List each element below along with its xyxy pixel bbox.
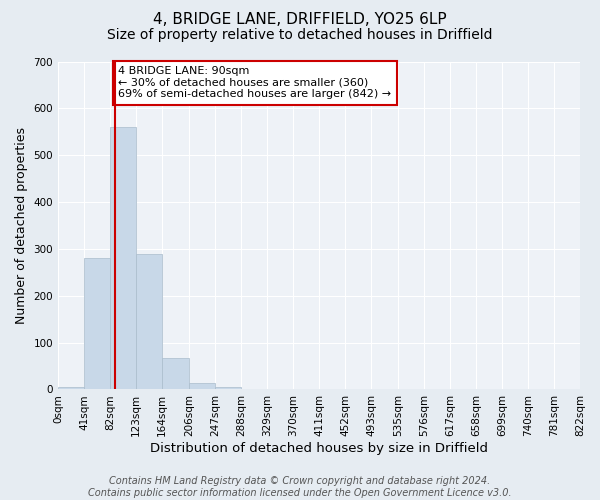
Text: 4, BRIDGE LANE, DRIFFIELD, YO25 6LP: 4, BRIDGE LANE, DRIFFIELD, YO25 6LP	[153, 12, 447, 28]
Bar	[58, 387, 84, 390]
Bar	[136, 254, 162, 390]
Text: Contains HM Land Registry data © Crown copyright and database right 2024.
Contai: Contains HM Land Registry data © Crown c…	[88, 476, 512, 498]
Bar	[189, 383, 215, 390]
Y-axis label: Number of detached properties: Number of detached properties	[15, 127, 28, 324]
Bar	[215, 386, 241, 390]
Text: 4 BRIDGE LANE: 90sqm
← 30% of detached houses are smaller (360)
69% of semi-deta: 4 BRIDGE LANE: 90sqm ← 30% of detached h…	[118, 66, 391, 100]
X-axis label: Distribution of detached houses by size in Driffield: Distribution of detached houses by size …	[150, 442, 488, 455]
Bar	[162, 358, 189, 390]
Text: Size of property relative to detached houses in Driffield: Size of property relative to detached ho…	[107, 28, 493, 42]
Bar	[84, 258, 110, 390]
Bar	[110, 127, 136, 390]
